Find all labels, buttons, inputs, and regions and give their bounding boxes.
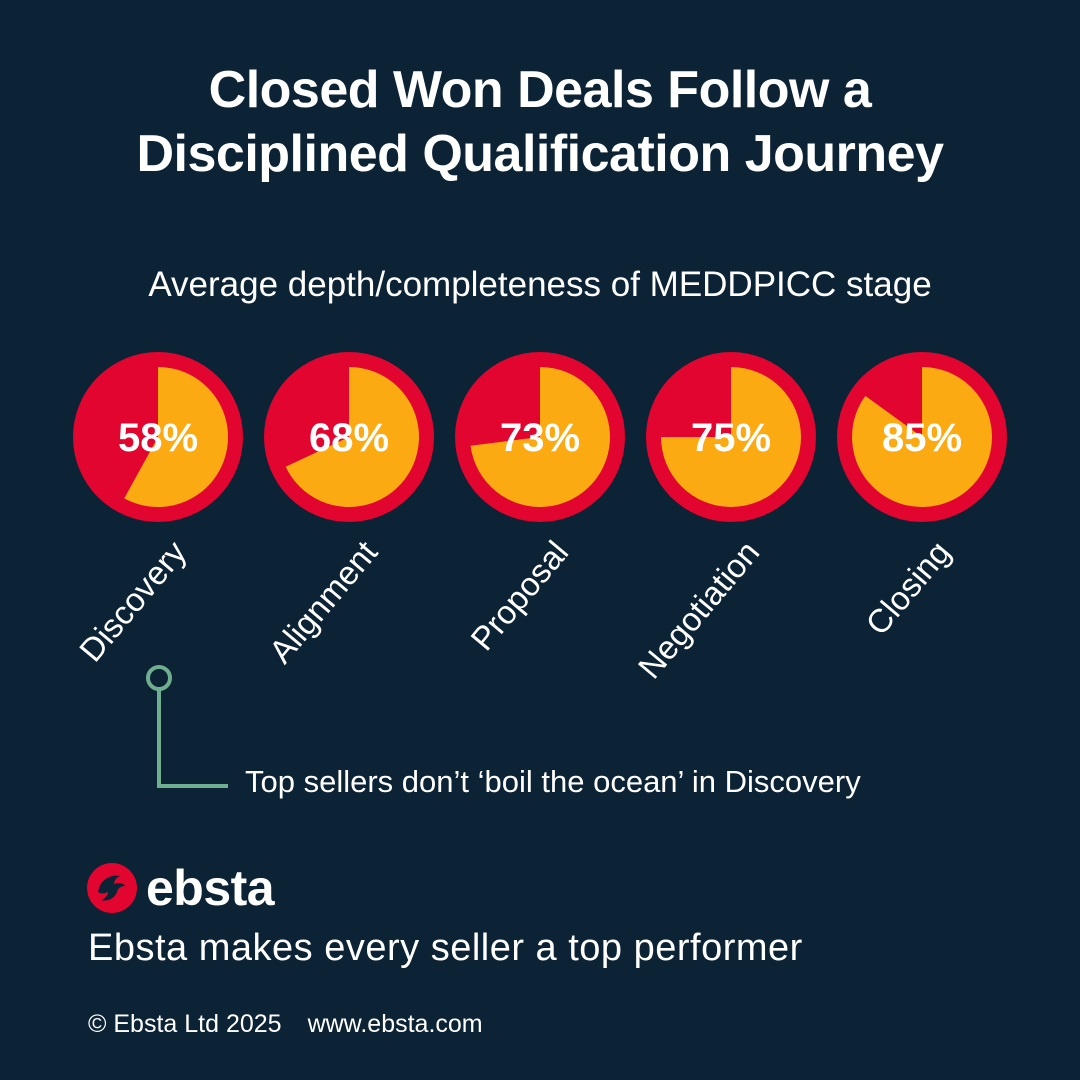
website-link[interactable]: www.ebsta.com — [307, 1010, 483, 1038]
pie-slice-discovery — [124, 367, 229, 507]
pie-value-label-closing: 85% — [882, 416, 962, 460]
stage-label-alignment: Alignment — [262, 534, 385, 670]
callout-connector-line — [157, 690, 228, 788]
title-line-2: Disciplined Qualification Journey — [136, 125, 945, 183]
title-line-1: Closed Won Deals Follow a — [208, 61, 872, 119]
brand-logo[interactable]: ebsta — [86, 858, 275, 918]
ebsta-bird-logo-icon — [87, 863, 137, 913]
stage-label-proposal: Proposal — [463, 534, 575, 658]
stage-label-discovery: Discovery — [72, 533, 194, 668]
pie-value-label-proposal: 73% — [500, 416, 580, 460]
brand-tagline: Ebsta makes every seller a top performer — [88, 927, 803, 969]
copyright-text: © Ebsta Ltd 2025 — [88, 1010, 282, 1038]
discovery-callout-text: Top sellers don’t ‘boil the ocean’ in Di… — [245, 764, 861, 799]
footer: © Ebsta Ltd 2025 www.ebsta.com — [88, 1006, 483, 1042]
pie-slice-proposal — [470, 367, 610, 507]
pie-value-label-negotiation: 75% — [691, 416, 771, 460]
pie-slice-alignment — [285, 367, 420, 507]
pie-slice-closing — [852, 367, 993, 507]
pie-value-label-alignment: 68% — [309, 416, 389, 460]
stage-label-closing: Closing — [858, 534, 957, 642]
pie-value-label-discovery: 58% — [118, 416, 198, 460]
pie-slice-negotiation — [661, 367, 801, 507]
callout-connector-dot — [146, 665, 172, 691]
stage-label-negotiation: Negotiation — [631, 534, 767, 686]
chart-subtitle: Average depth/completeness of MEDDPICC s… — [148, 265, 932, 304]
chart-title: Closed Won Deals Follow a Disciplined Qu… — [0, 58, 1080, 186]
brand-name: ebsta — [146, 860, 275, 916]
